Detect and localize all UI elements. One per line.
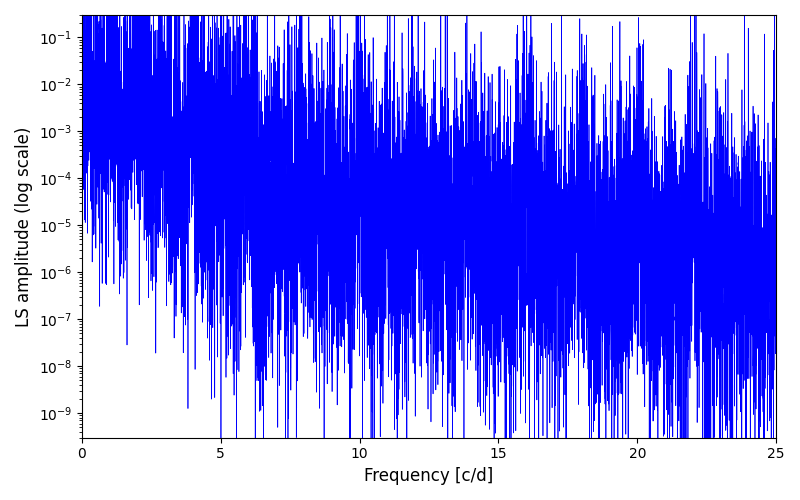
- X-axis label: Frequency [c/d]: Frequency [c/d]: [364, 467, 494, 485]
- Y-axis label: LS amplitude (log scale): LS amplitude (log scale): [15, 126, 33, 326]
